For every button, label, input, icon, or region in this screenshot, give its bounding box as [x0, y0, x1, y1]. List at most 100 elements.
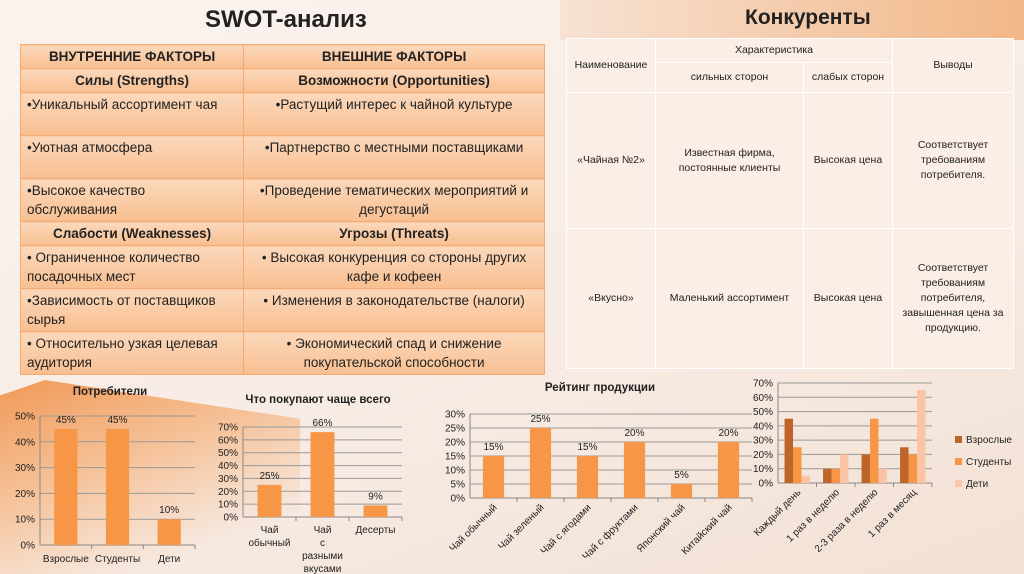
data-label: 25% [530, 414, 550, 425]
data-label: 15% [483, 442, 503, 453]
legend-label: Взрослые [966, 435, 1012, 446]
x-category-label-line: Чай [261, 525, 279, 536]
y-tick-label: 40% [753, 421, 773, 432]
y-tick-label: 40% [15, 437, 35, 448]
bar [529, 428, 552, 498]
y-tick-label: 30% [15, 463, 35, 474]
chart-title: Потребители [73, 386, 147, 398]
y-tick-label: 10% [445, 466, 465, 477]
y-tick-label: 25% [445, 424, 465, 435]
competitor-conclusion: Соответствует требованиям потребителя. [892, 92, 1014, 229]
x-category-label-line: вкусами [304, 564, 342, 574]
competitor-weak: Высокая цена [803, 92, 893, 229]
chart-2: Рейтинг продукции 0% 5% 10% 15% 20% 25% 30% 15% Ч… [445, 382, 753, 562]
opportunity-item: •Проведение тематических мероприятий и д… [243, 178, 545, 222]
y-tick-label: 20% [15, 489, 35, 500]
header-conclusions: Выводы [892, 38, 1014, 93]
x-category-label: Японский чай [635, 502, 688, 555]
opportunity-item: •Растущий интерес к чайной культуре [243, 92, 545, 136]
competitor-name: «Вкусно» [566, 228, 656, 369]
threat-item: • Высокая конкуренция со стороны других … [243, 245, 545, 289]
data-label: 66% [312, 418, 332, 429]
chart-1: Что покупают чаще всего 0% 10% 20% 30% 40% 50%… [218, 394, 403, 574]
bar [54, 428, 78, 545]
y-tick-label: 20% [445, 438, 465, 449]
opportunity-item: •Партнерство с местными поставщиками [243, 135, 545, 179]
competitor-strong: Известная фирма, постоянные клиенты [655, 92, 804, 229]
y-tick-label: 0% [759, 479, 774, 490]
y-tick-label: 60% [753, 393, 773, 404]
bar [717, 442, 740, 498]
data-label: 15% [577, 442, 597, 453]
y-tick-label: 30% [218, 474, 238, 485]
y-tick-label: 5% [451, 480, 466, 491]
x-category-label-line: обычный [249, 537, 291, 549]
bar-Дети [916, 390, 926, 483]
y-tick-label: 30% [445, 410, 465, 421]
x-category-label: Взрослые [43, 554, 89, 565]
x-category-label-line: Чай [314, 525, 332, 536]
bar-Студенты [908, 454, 917, 483]
strength-item: •Уникальный ассортимент чая [19, 92, 245, 136]
competitor-strong: Маленький ассортимент [655, 228, 804, 369]
corner-decoration [0, 380, 300, 574]
header-strong: сильных сторон [655, 62, 804, 93]
bar-Дети [801, 475, 810, 483]
competitor-conclusion: Соответствует требованиям потребителя, з… [892, 228, 1014, 369]
y-tick-label: 70% [218, 423, 238, 434]
table-row: «Чайная №2» Известная фирма, постоянные к… [566, 92, 1014, 229]
data-label: 45% [56, 415, 76, 426]
y-tick-label: 0% [451, 494, 466, 505]
x-category-label: Дети [158, 554, 180, 565]
legend-label: Дети [966, 479, 988, 490]
bar-Студенты [870, 418, 879, 483]
bar [363, 505, 388, 517]
competitor-name: «Чайная №2» [566, 92, 656, 229]
y-tick-label: 20% [218, 487, 238, 498]
data-label: 20% [718, 428, 738, 439]
strength-item: •Уютная атмосфера [19, 135, 245, 179]
x-category-label: Китайский чай [680, 502, 735, 557]
chart-title: Рейтинг продукции [545, 382, 655, 394]
y-tick-label: 60% [218, 435, 238, 446]
x-category-label: Чай с разными вкусами [302, 525, 343, 574]
weakness-item: • Относительно узкая целевая аудитория [19, 331, 245, 375]
strengths-header: Силы (Strengths) [19, 68, 245, 93]
bar [623, 442, 646, 498]
bar [576, 456, 599, 498]
threat-item: • Изменения в законодательстве (налоги) [243, 288, 545, 332]
bar [157, 519, 181, 545]
threats-header: Угрозы (Threats) [243, 221, 545, 246]
y-tick-label: 30% [753, 436, 773, 447]
threat-item: • Экономический спад и снижение покупате… [243, 331, 545, 375]
bar [257, 484, 282, 517]
weakness-item: •Зависимость от поставщиков сырья [19, 288, 245, 332]
bar-Взрослые [900, 447, 909, 483]
swot-title: SWOT-анализ [205, 6, 367, 33]
data-label: 9% [368, 491, 383, 502]
header-decoration [560, 0, 1024, 40]
data-label: 45% [107, 415, 127, 426]
y-tick-label: 10% [15, 515, 35, 526]
y-tick-label: 0% [224, 513, 239, 524]
legend-swatch [955, 436, 962, 443]
competitor-weak: Высокая цена [803, 228, 893, 369]
x-category-label: Чай зеленый [496, 502, 546, 552]
weaknesses-header: Слабости (Weaknesses) [19, 221, 245, 246]
y-tick-label: 15% [445, 452, 465, 463]
external-header: ВНЕШНИЕ ФАКТОРЫ [243, 44, 545, 69]
bar-Взрослые [784, 418, 794, 483]
chart-0: Потребители 0% 10% 20% 30% 40% 50% 45% Взрослые 4… [15, 386, 196, 565]
y-tick-label: 20% [753, 450, 773, 461]
strength-item: •Высокое качество обслуживания [19, 178, 245, 222]
y-tick-label: 50% [218, 448, 238, 459]
bar-Студенты [793, 447, 802, 483]
swot-table: ВНУТРЕННИЕ ФАКТОРЫ ВНЕШНИЕ ФАКТОРЫ Силы (… [19, 44, 545, 375]
y-tick-label: 10% [753, 464, 773, 475]
header-weak: слабых сторон [803, 62, 893, 93]
legend-swatch [955, 458, 962, 465]
bar [482, 456, 505, 498]
bar-Студенты [831, 468, 840, 483]
bar-Взрослые [861, 454, 871, 483]
